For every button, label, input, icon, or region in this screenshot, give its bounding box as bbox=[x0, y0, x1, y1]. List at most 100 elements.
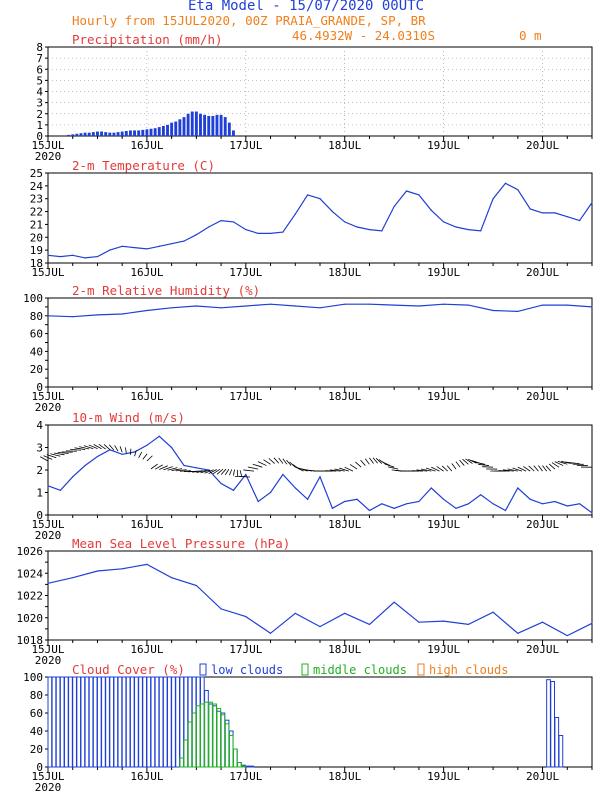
panel-6: 0 20 40 60 80 100 15JUL 16JUL 17JUL 18JUL 19JUL 20J… bbox=[23, 662, 593, 792]
wind-barb bbox=[196, 469, 207, 473]
data-point bbox=[96, 255, 99, 258]
y-tick-label: 24 bbox=[30, 180, 44, 193]
wind-barb bbox=[455, 461, 461, 468]
wind-barb bbox=[74, 447, 86, 450]
data-point bbox=[393, 507, 395, 509]
precip-bar bbox=[108, 132, 112, 136]
middle-clouds-bar bbox=[237, 762, 242, 768]
data-point bbox=[405, 503, 408, 505]
data-point bbox=[269, 491, 272, 494]
precip-bar bbox=[145, 129, 149, 136]
wind-barb bbox=[441, 465, 449, 472]
wind-barb bbox=[474, 461, 485, 465]
y-tick-label: 25 bbox=[30, 167, 43, 180]
x-tick-label: 16JUL bbox=[130, 643, 163, 656]
panel-title: 2-m Relative Humidity (%) bbox=[72, 283, 260, 298]
data-point bbox=[146, 444, 148, 446]
wind-barb bbox=[175, 469, 187, 472]
precip-bar bbox=[170, 122, 174, 136]
cloud-legend: low clouds middle clouds high clouds bbox=[199, 663, 508, 677]
y-tick-label: 1 bbox=[36, 119, 43, 132]
precip-bar bbox=[232, 130, 235, 136]
wind-barb bbox=[200, 469, 211, 474]
data-point bbox=[455, 507, 457, 509]
y-tick-label: 6 bbox=[36, 63, 43, 76]
x-tick-label: 18JUL bbox=[328, 390, 361, 403]
data-point bbox=[96, 455, 99, 458]
data-point bbox=[455, 226, 457, 228]
data-point bbox=[393, 304, 395, 306]
legend-label: middle clouds bbox=[313, 663, 407, 677]
wind-barb bbox=[412, 470, 424, 472]
precip-bar bbox=[215, 114, 219, 136]
wind-barb bbox=[523, 466, 531, 472]
wind-barb bbox=[507, 468, 518, 472]
data-point bbox=[232, 221, 235, 223]
precip-bar bbox=[91, 132, 95, 136]
precip-bar bbox=[79, 133, 83, 136]
y-tick-label: 100 bbox=[23, 671, 43, 684]
wind-barb bbox=[134, 450, 137, 457]
panel-title: Mean Sea Level Pressure (hPa) bbox=[72, 536, 290, 551]
wind-barb bbox=[286, 459, 292, 466]
wind-barb bbox=[462, 458, 469, 465]
data-point bbox=[566, 304, 568, 306]
panel-frame bbox=[47, 424, 593, 516]
wind-barb bbox=[50, 453, 61, 457]
y-tick-label: 5 bbox=[36, 74, 43, 87]
data-point bbox=[517, 189, 519, 191]
data-point bbox=[393, 601, 395, 603]
x-tick-label: 18JUL bbox=[328, 266, 361, 279]
wind-barb bbox=[163, 466, 173, 471]
panel-title: Precipitation (mm/h) bbox=[72, 32, 223, 47]
data-point bbox=[72, 577, 74, 579]
data-point bbox=[443, 620, 445, 622]
y-tick-label: 1 bbox=[36, 487, 43, 500]
wind-barb bbox=[369, 457, 374, 464]
data-point bbox=[47, 254, 49, 256]
data-point bbox=[257, 500, 259, 503]
precip-bar bbox=[75, 133, 79, 136]
data-point bbox=[319, 307, 321, 309]
data-point bbox=[183, 240, 185, 242]
data-point bbox=[566, 216, 568, 218]
wind-barb bbox=[344, 466, 354, 472]
panel-title: Cloud Cover (%) bbox=[72, 662, 185, 677]
low-clouds-bar bbox=[245, 765, 251, 768]
data-point bbox=[579, 503, 581, 505]
y-tick-label: 4 bbox=[36, 419, 43, 432]
data-point bbox=[541, 503, 544, 505]
wind-barb bbox=[53, 452, 65, 456]
y-tick-label: 1024 bbox=[17, 567, 44, 580]
wind-barb bbox=[57, 451, 69, 454]
data-point bbox=[554, 212, 556, 214]
data-point bbox=[158, 435, 160, 437]
data-point bbox=[158, 245, 160, 247]
x-tick-label: 15JUL bbox=[31, 390, 64, 403]
x-year-label: 2020 bbox=[35, 150, 62, 163]
data-point bbox=[47, 582, 49, 584]
data-point bbox=[356, 498, 358, 500]
wind-barb bbox=[349, 464, 358, 470]
y-tick-label: 3 bbox=[36, 442, 43, 455]
x-year-label: 2020 bbox=[35, 401, 62, 414]
data-point bbox=[319, 476, 321, 478]
y-tick-label: 0 bbox=[36, 130, 43, 143]
data-point bbox=[405, 190, 408, 192]
x-tick-label: 17JUL bbox=[229, 518, 262, 531]
wind-barb bbox=[282, 458, 288, 465]
x-tick-label: 18JUL bbox=[328, 139, 361, 152]
data-point bbox=[504, 509, 507, 512]
y-tick-label: 21 bbox=[30, 218, 43, 231]
wind-barb bbox=[79, 446, 90, 450]
x-tick-label: 16JUL bbox=[130, 518, 163, 531]
wind-barb bbox=[83, 445, 94, 450]
data-point bbox=[381, 503, 383, 505]
x-tick-label: 15JUL bbox=[31, 518, 64, 531]
wind-barb bbox=[103, 444, 111, 450]
data-point bbox=[517, 310, 519, 312]
y-tick-label: 0 bbox=[36, 381, 43, 394]
data-point bbox=[368, 303, 371, 305]
panel-4: 0 1 2 3 4 15JUL 16JUL 17JUL 18JUL 19JUL 20JUL 2020 1… bbox=[31, 410, 593, 542]
x-tick-label: 17JUL bbox=[229, 139, 262, 152]
